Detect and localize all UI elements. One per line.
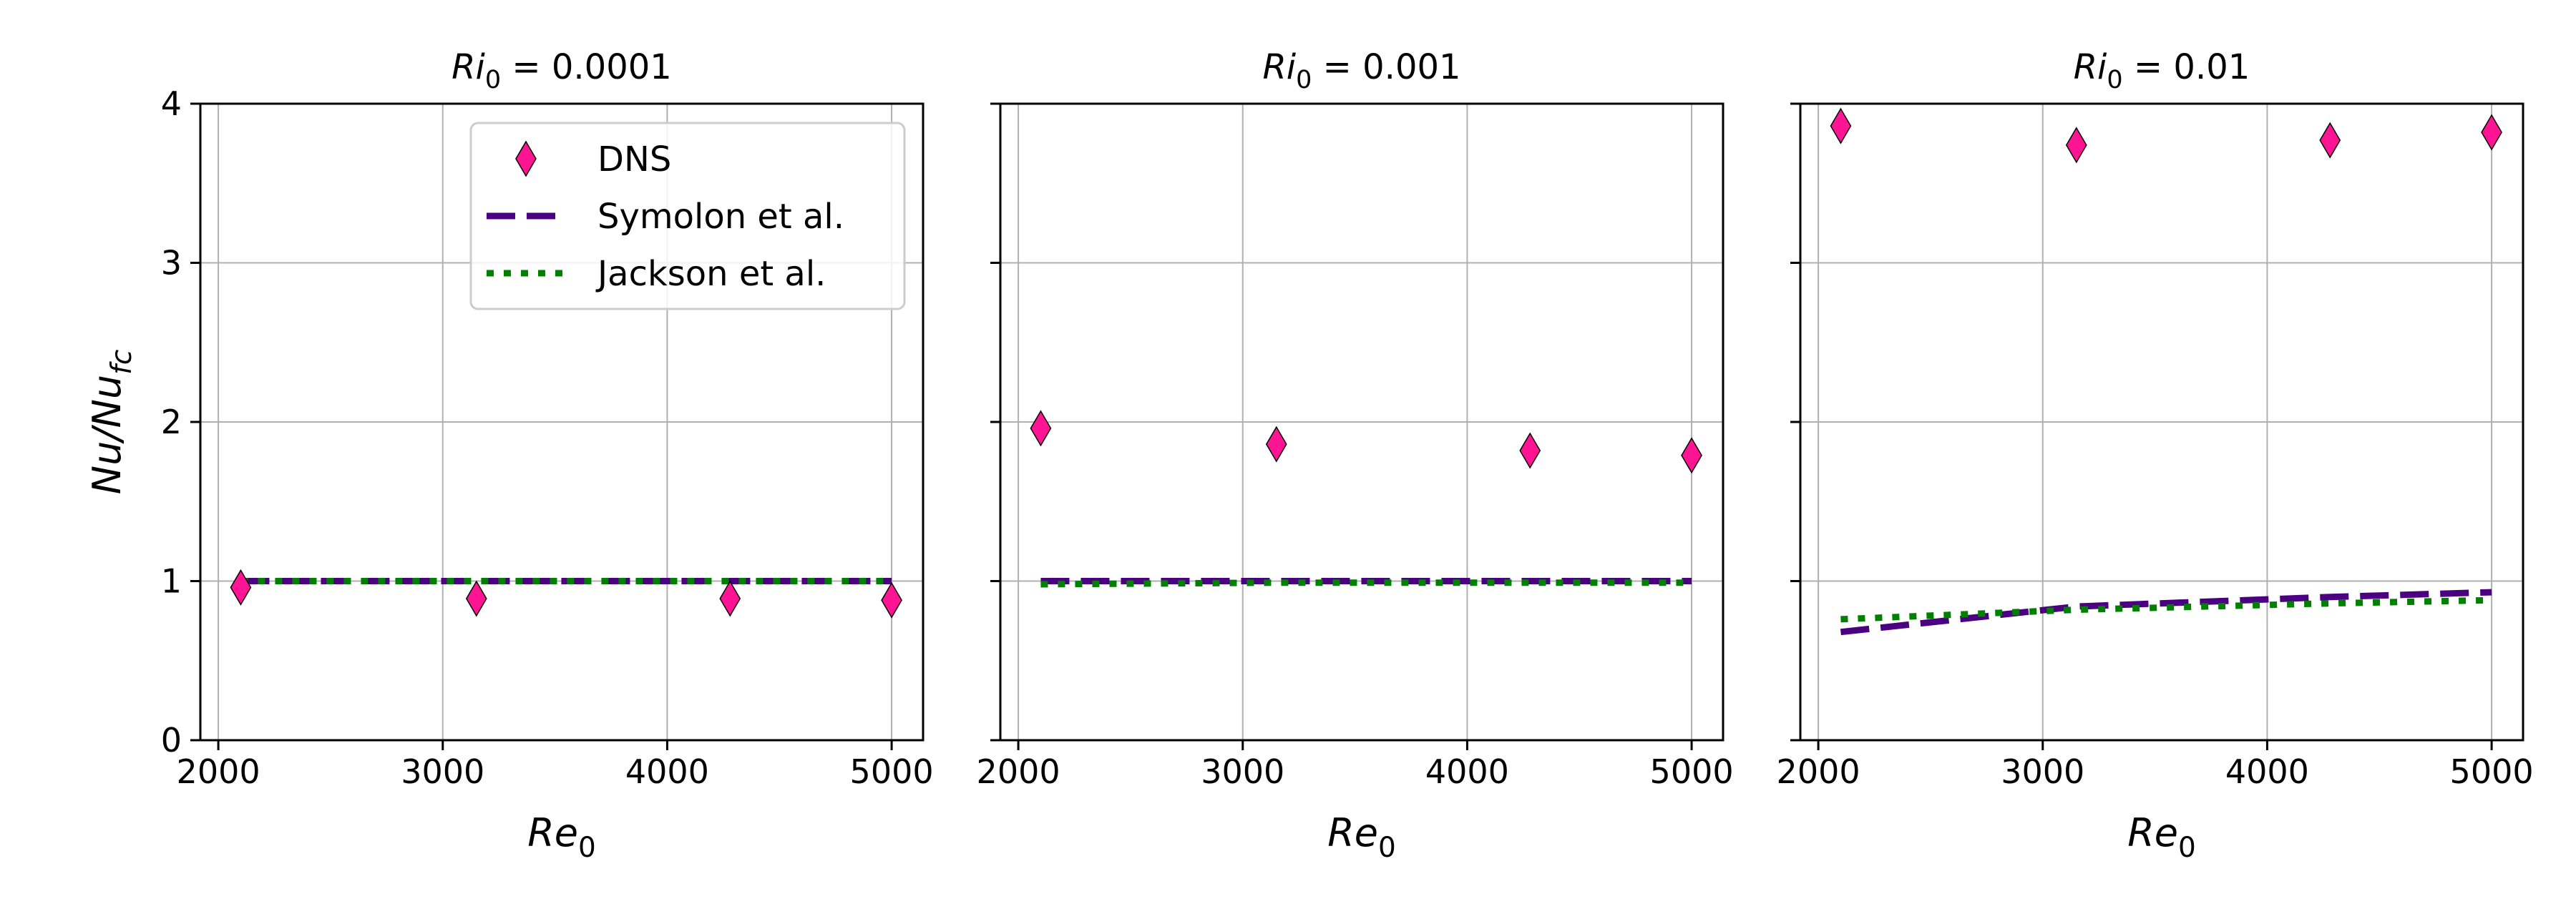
x-tick-label: 5000 — [850, 752, 934, 791]
series-line-2 — [1840, 596, 2492, 623]
y-tick-label: 2 — [161, 403, 182, 441]
x-tick-label: 4000 — [1425, 752, 1509, 791]
dns-point-1 — [2065, 127, 2087, 164]
dns-point-3 — [2481, 114, 2502, 151]
legend-box — [469, 122, 906, 310]
panel-3: 2000 3000 4000 5000 Ri0 = 0.01 Re0 — [1777, 47, 2534, 864]
x-axis-label: Re0 — [1327, 810, 1396, 864]
y-axis-label: Nu/Nufc — [84, 350, 138, 495]
x-tick-label: 3000 — [401, 752, 484, 791]
legend-marker-dns — [515, 140, 537, 177]
x-axis-label: Re0 — [2127, 810, 2196, 864]
panel-title: Ri0 = 0.001 — [1262, 47, 1460, 94]
panel-1: 2000 3000 4000 5000 0 1 2 3 4 Ri0 = 0.0001 Re0 Nu/N… — [84, 47, 934, 864]
legend-label: Symolon et al. — [597, 197, 844, 237]
panel-title: Ri0 = 0.0001 — [452, 47, 672, 94]
x-tick-label: 5000 — [1650, 752, 1734, 791]
dns-point-0 — [230, 569, 252, 606]
legend-label: Jackson et al. — [595, 254, 826, 294]
dns-point-3 — [881, 581, 902, 619]
dns-point-1 — [1265, 426, 1287, 463]
plot-area-2 — [1040, 578, 1692, 588]
dns-point-2 — [2319, 122, 2341, 159]
series-line-1 — [1840, 589, 2492, 636]
x-tick-label: 2000 — [1777, 752, 1860, 791]
x-axis-label: Re0 — [527, 810, 596, 864]
y-tick-label: 4 — [161, 84, 182, 123]
x-tick-label: 2000 — [177, 752, 260, 791]
dns-point-1 — [465, 580, 487, 617]
dns-point-2 — [719, 580, 741, 617]
panel-2: 2000 3000 4000 5000 Ri0 = 0.001 Re0 — [977, 47, 1734, 864]
dns-point-0 — [1030, 410, 1052, 447]
y-tick-label: 3 — [161, 244, 182, 282]
legend-label: DNS — [597, 139, 671, 180]
y-tick-label: 0 — [161, 721, 182, 760]
series-line-2 — [1040, 579, 1692, 588]
x-tick-label: 4000 — [625, 752, 709, 791]
x-tick-label: 5000 — [2450, 752, 2534, 791]
plot-area-3 — [1840, 589, 2492, 636]
x-tick-label: 4000 — [2225, 752, 2309, 791]
x-tick-label: 3000 — [1201, 752, 1284, 791]
dns-point-2 — [1519, 432, 1541, 469]
panel-title: Ri0 = 0.01 — [2074, 47, 2250, 94]
dns-point-3 — [1681, 437, 1702, 474]
y-tick-label: 1 — [161, 562, 182, 601]
dns-point-0 — [1830, 107, 1852, 144]
x-tick-label: 3000 — [2001, 752, 2084, 791]
x-tick-label: 2000 — [977, 752, 1060, 791]
legend: DNS Symolon et al. Jackson et al. — [469, 122, 906, 310]
